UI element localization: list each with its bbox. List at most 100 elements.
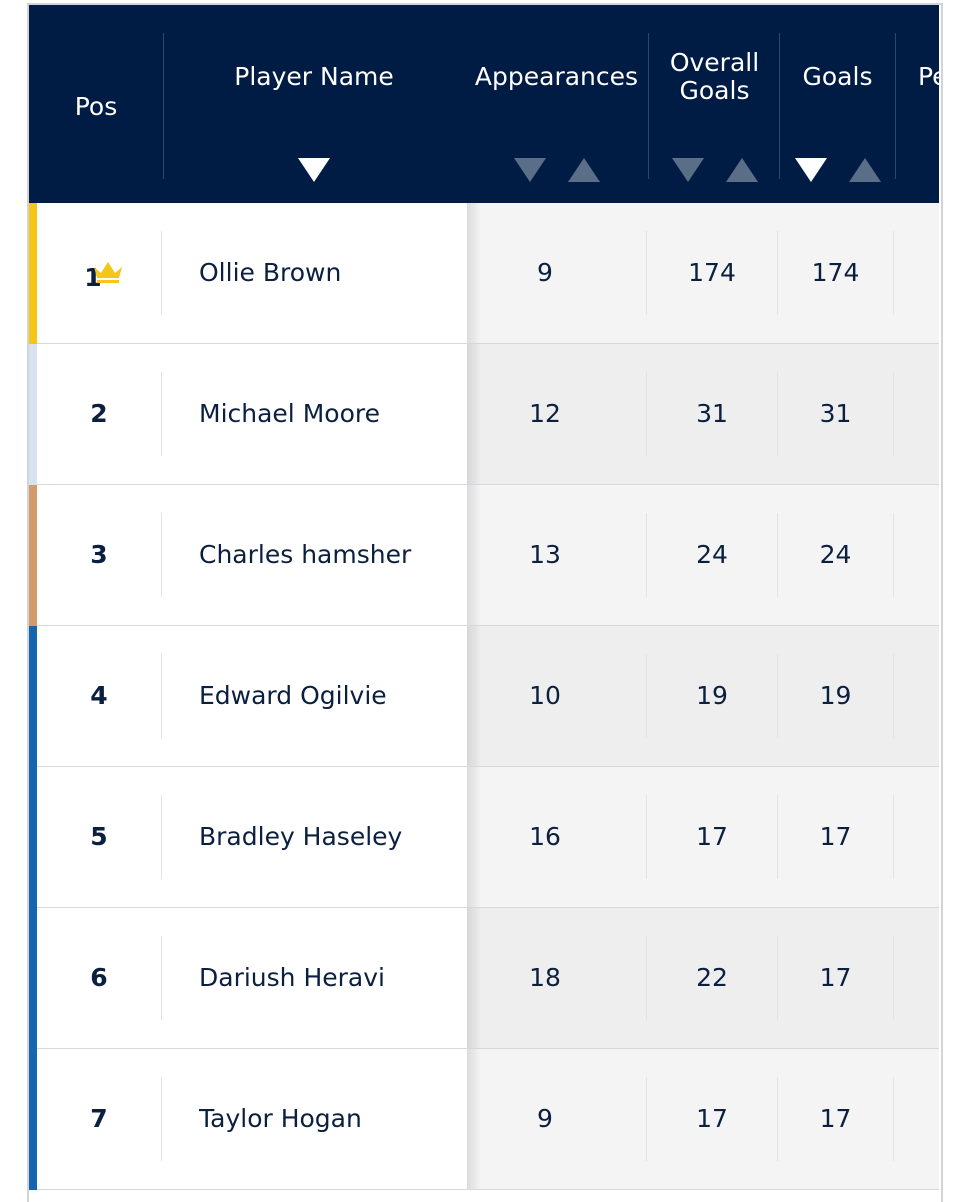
row-scroll-section [467,203,939,343]
cell-divider [161,936,162,1020]
position-cell: 6 [90,963,108,992]
row-fixed-section [37,485,467,625]
goals-cell: 17 [819,1104,852,1133]
cell-divider [646,231,647,315]
row-scroll-section [467,908,939,1048]
overall-goals-cell: 17 [696,1104,728,1133]
cell-divider [893,654,894,738]
rank-stripe [29,908,37,1049]
freeze-shadow [467,485,481,625]
cell-divider [777,654,778,738]
header-appearances[interactable]: Appearances [464,5,649,203]
overall-goals-cell: 31 [696,399,728,428]
rank-stripe [29,344,37,485]
player-name[interactable]: Michael Moore [199,399,380,428]
appearances-cell: 16 [529,822,561,851]
player-name[interactable]: Taylor Hogan [199,1104,362,1133]
appearances-cell: 10 [529,681,561,710]
row-fixed-section [37,344,467,484]
table-row[interactable]: 3 Charles hamsher 13 24 24 [29,485,939,626]
row-fixed-section [37,767,467,907]
rank-stripe [29,1049,37,1190]
sort-descending-icon[interactable] [671,158,704,182]
freeze-shadow [467,344,481,484]
header-appearances-label: Appearances [474,62,639,91]
goals-cell: 17 [819,822,852,851]
header-player-name[interactable]: Player Name [164,5,464,203]
cell-divider [893,936,894,1020]
player-name[interactable]: Charles hamsher [199,540,412,569]
rank-stripe [29,485,37,626]
header-goals-label: Goals [802,62,873,91]
sort-descending-icon[interactable] [298,158,330,182]
row-fixed-section [37,626,467,766]
cell-divider [777,795,778,879]
position-cell: 3 [90,540,108,569]
overall-goals-cell: 24 [696,540,728,569]
appearances-cell: 9 [537,1104,553,1133]
table-row[interactable]: 7 Taylor Hogan 9 17 17 [29,1049,939,1190]
row-scroll-section [467,767,939,907]
appearances-sort [464,158,649,186]
table-row[interactable]: 1 Ollie Brown 9 174 174 [29,203,939,344]
sort-ascending-icon[interactable] [848,158,881,182]
header-overall-goals-line1: Overall [669,48,760,77]
row-scroll-section [467,344,939,484]
cell-divider [777,1077,778,1161]
cell-divider [646,513,647,597]
freeze-shadow [467,767,481,907]
crown-icon [94,262,122,283]
overall-goals-cell: 19 [696,681,728,710]
player-name[interactable]: Edward Ogilvie [199,681,387,710]
player-name[interactable]: Dariush Heravi [199,963,385,992]
freeze-shadow [467,626,481,766]
cell-divider [161,654,162,738]
table-row[interactable]: 6 Dariush Heravi 18 22 17 [29,908,939,1049]
position-cell: 7 [90,1104,108,1133]
appearances-cell: 13 [529,540,561,569]
sort-descending-icon[interactable] [513,158,546,182]
row-scroll-section [467,1049,939,1189]
goals-cell: 31 [819,399,852,428]
sort-ascending-icon[interactable] [725,158,758,182]
overall-goals-cell: 17 [696,822,728,851]
header-overall-goals[interactable]: Overall Goals [649,5,780,203]
cell-divider [646,936,647,1020]
goals-cell: 19 [819,681,852,710]
player-name[interactable]: Ollie Brown [199,258,342,287]
table-row[interactable]: 2 Michael Moore 12 31 31 [29,344,939,485]
sort-ascending-icon[interactable] [567,158,600,182]
rank-stripe [29,767,37,908]
header-pos: Pos [29,5,163,203]
row-scroll-section [467,626,939,766]
cell-divider [161,372,162,456]
freeze-shadow [467,1049,481,1189]
cell-divider [777,936,778,1020]
position-cell: 5 [90,822,108,851]
leaderboard-table: Pos Player Name Appearances Overall Goal… [27,3,943,1202]
player-name[interactable]: Bradley Haseley [199,822,403,851]
row-scroll-section [467,485,939,625]
row-fixed-section [37,1049,467,1189]
cell-divider [646,654,647,738]
table-row[interactable]: 5 Bradley Haseley 16 17 17 [29,767,939,908]
cell-divider [161,795,162,879]
overall-goals-sort [649,158,780,186]
table-row[interactable]: 4 Edward Ogilvie 10 19 19 [29,626,939,767]
header-partial-column[interactable]: Pe [896,5,939,203]
goals-cell: 17 [819,963,852,992]
cell-divider [777,513,778,597]
row-fixed-section [37,908,467,1048]
rank-stripe [29,203,37,344]
freeze-shadow [467,203,481,343]
position-cell: 4 [90,681,108,710]
appearances-cell: 12 [529,399,561,428]
cell-divider [893,1077,894,1161]
goals-cell: 24 [819,540,852,569]
sort-descending-icon[interactable] [794,158,827,182]
cell-divider [777,372,778,456]
header-goals[interactable]: Goals [780,5,895,203]
position-cell: 2 [90,399,108,428]
appearances-cell: 18 [529,963,561,992]
overall-goals-cell: 22 [696,963,728,992]
